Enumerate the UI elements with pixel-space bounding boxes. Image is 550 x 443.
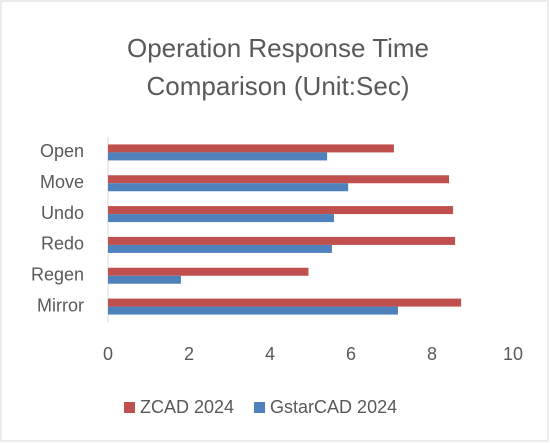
chart-title: Comparison (Unit:Sec): [147, 71, 410, 101]
y-tick-label: Redo: [41, 234, 84, 254]
bar: [108, 244, 332, 253]
bar: [108, 214, 334, 223]
bar: [108, 306, 398, 315]
bar: [108, 152, 328, 161]
bar: [108, 267, 309, 276]
y-tick-label: Open: [40, 141, 84, 161]
bar: [108, 175, 450, 184]
legend-swatch: [124, 402, 135, 413]
bar: [108, 275, 181, 284]
x-tick-label: 10: [503, 344, 523, 364]
y-tick-label: Regen: [31, 265, 84, 285]
legend-label: GstarCAD 2024: [270, 397, 397, 417]
x-tick-label: 2: [184, 344, 194, 364]
y-tick-label: Move: [40, 172, 84, 192]
bar: [108, 298, 462, 307]
chart-title: Operation Response Time: [127, 33, 429, 63]
bar: [108, 236, 456, 245]
y-tick-label: Undo: [41, 203, 84, 223]
bar: [108, 183, 349, 192]
x-tick-label: 6: [346, 344, 356, 364]
x-tick-label: 0: [103, 344, 113, 364]
x-tick-label: 4: [265, 344, 275, 364]
bar: [108, 144, 394, 153]
bar: [108, 206, 454, 215]
x-tick-label: 8: [427, 344, 437, 364]
legend-label: ZCAD 2024: [140, 397, 234, 417]
legend-swatch: [254, 402, 266, 413]
y-tick-label: Mirror: [37, 295, 84, 315]
